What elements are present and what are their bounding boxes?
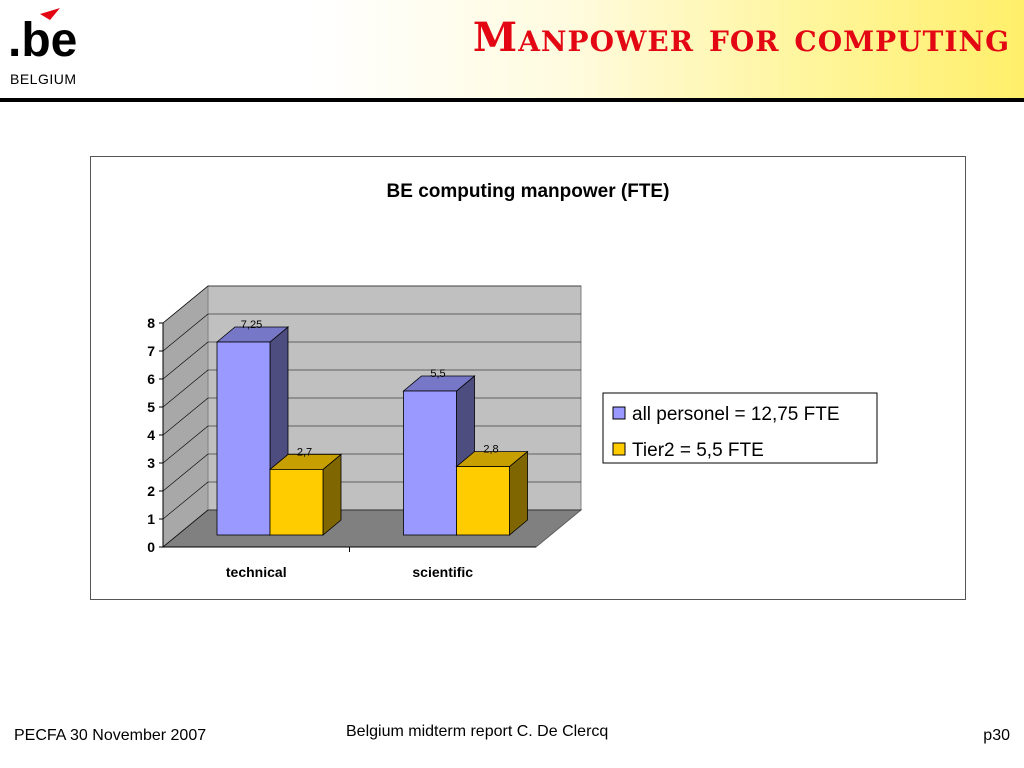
gridline-side xyxy=(162,453,209,492)
data-label: 7,25 xyxy=(241,319,262,331)
y-tick-label: 8 xyxy=(147,315,155,331)
gridline-side xyxy=(162,425,209,464)
x-category-label: technical xyxy=(226,564,287,580)
legend-swatch-0 xyxy=(612,406,626,420)
header-band xyxy=(0,0,1024,100)
y-tick-label: 7 xyxy=(147,343,155,359)
gridline-side xyxy=(162,341,209,380)
y-tick-label: 2 xyxy=(147,483,155,499)
logo-subtext: BELGIUM xyxy=(10,71,77,87)
chart-frame: BE computing manpower (FTE) 0 1 2 3 4 5 6 7 8 7,2… xyxy=(90,156,966,600)
y-tick-label: 0 xyxy=(147,539,155,555)
data-label: 2,7 xyxy=(297,446,312,458)
header-divider xyxy=(0,98,1024,102)
bar-1-1 xyxy=(456,466,510,536)
logo-flag-accent-icon xyxy=(40,8,60,20)
chart-title: BE computing manpower (FTE) xyxy=(387,181,670,202)
gridline-side xyxy=(162,397,209,436)
footer-event: PECFA 30 November 2007 xyxy=(14,727,207,744)
gridline-side xyxy=(162,313,209,352)
chart-legend: all personel = 12,75 FTE Tier2 = 5,5 FTE xyxy=(602,392,878,464)
x-category-label: scientific xyxy=(412,564,473,580)
bar-1-0 xyxy=(403,390,457,536)
data-label: 2,8 xyxy=(483,444,498,456)
logo-text: .be xyxy=(8,14,77,67)
data-label: 5,5 xyxy=(430,368,445,380)
bar-0-0 xyxy=(216,341,271,536)
gridline-side xyxy=(162,285,209,324)
y-tick-label: 3 xyxy=(147,455,155,471)
footer-report: Belgium midterm report C. De Clercq xyxy=(346,723,609,740)
legend-swatch-1 xyxy=(612,442,626,456)
belgium-logo: .be BELGIUM xyxy=(8,8,77,87)
y-tick-label: 6 xyxy=(147,371,155,387)
gridline-side xyxy=(162,481,209,520)
gridline-side xyxy=(162,509,209,548)
y-tick-label: 4 xyxy=(147,427,155,443)
y-tick-label: 5 xyxy=(147,399,155,415)
page-title: Manpower for computing xyxy=(472,14,1010,61)
legend-label: all personel = 12,75 FTE xyxy=(632,404,840,425)
footer-page-number: p30 xyxy=(983,727,1010,744)
y-tick-label: 1 xyxy=(147,511,155,527)
gridline-side xyxy=(162,369,209,408)
legend-label: Tier2 = 5,5 FTE xyxy=(632,440,764,461)
bar-chart: BE computing manpower (FTE) 0 1 2 3 4 5 6 7 8 7,2… xyxy=(147,181,878,580)
bar-0-1 xyxy=(269,468,324,536)
legend-box xyxy=(602,392,878,464)
